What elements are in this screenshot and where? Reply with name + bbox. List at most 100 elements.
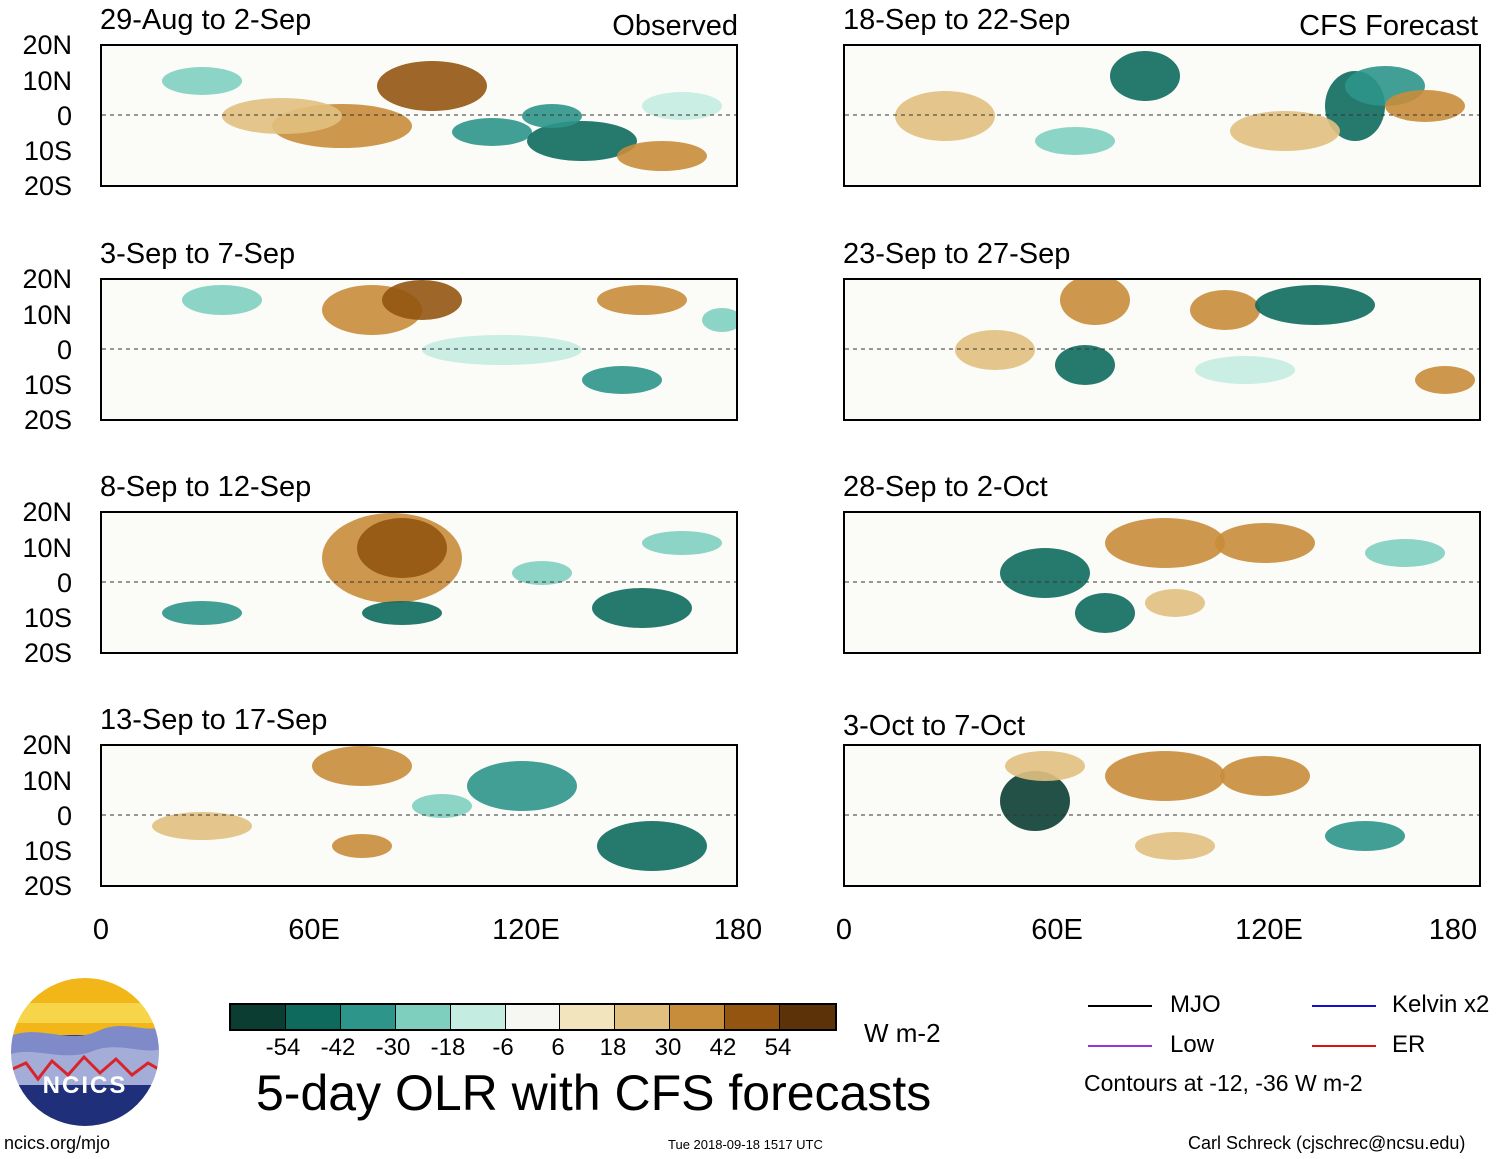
colorbar-label-2: -30 <box>375 1034 411 1061</box>
olr-anomaly-blob <box>1105 751 1225 801</box>
map-panel-fcst-3 <box>843 511 1481 654</box>
y-tick-obs4-20s: 20S <box>23 871 72 901</box>
x-tick-fcst-120e: 120E <box>1235 914 1303 946</box>
legend-label-kelvin: Kelvin x2 <box>1392 991 1490 1018</box>
colorbar-cell <box>670 1005 726 1029</box>
panel-title-fcst-2: 23-Sep to 27-Sep <box>843 238 1071 270</box>
colorbar-label-6: 18 <box>599 1034 627 1061</box>
main-title: 5-day OLR with CFS forecasts <box>256 1065 932 1121</box>
olr-anomaly-blob <box>357 518 447 578</box>
olr-anomaly-blob <box>617 141 707 171</box>
olr-anomaly-blob <box>597 821 707 871</box>
y-tick-obs1-10s: 10S <box>23 136 72 166</box>
olr-anomaly-blob <box>1035 127 1115 155</box>
olr-anomaly-blob <box>1325 821 1405 851</box>
y-tick-obs2-10n: 10N <box>22 300 72 330</box>
colorbar-cell <box>780 1005 835 1029</box>
y-tick-obs4-10s: 10S <box>23 836 72 866</box>
olr-field-fcst-2 <box>845 280 1479 394</box>
olr-anomaly-blob <box>1055 345 1115 385</box>
y-tick-obs4-20n: 20N <box>22 730 72 760</box>
legend-label-mjo: MJO <box>1170 991 1221 1018</box>
x-tick-fcst-60e: 60E <box>1031 914 1083 946</box>
map-panel-fcst-1 <box>843 44 1481 187</box>
map-panel-fcst-4 <box>843 744 1481 887</box>
olr-anomaly-blob <box>1075 593 1135 633</box>
colorbar-label-5: 6 <box>551 1034 565 1061</box>
olr-anomaly-blob <box>182 285 262 315</box>
olr-anomaly-blob <box>1215 523 1315 563</box>
y-tick-obs2-20n: 20N <box>22 264 72 294</box>
x-tick-fcst-180: 180 <box>1428 914 1478 946</box>
legend-label-low: Low <box>1170 1031 1215 1058</box>
olr-anomaly-blob <box>162 67 242 95</box>
olr-anomaly-blob <box>152 812 252 840</box>
olr-anomaly-blob <box>1255 285 1375 325</box>
olr-anomaly-blob <box>1365 539 1445 567</box>
olr-field-obs-2 <box>102 280 736 394</box>
y-tick-obs3-20n: 20N <box>22 497 72 527</box>
legend-label-er: ER <box>1392 1031 1426 1058</box>
olr-anomaly-blob <box>1105 518 1225 568</box>
olr-field-obs-1 <box>102 61 736 171</box>
colorbar-label-3: -18 <box>430 1034 466 1061</box>
olr-anomaly-blob <box>362 601 442 625</box>
map-panel-obs-2 <box>100 278 738 421</box>
y-tick-obs3-0: 0 <box>56 568 72 598</box>
olr-field-obs-3 <box>102 513 736 628</box>
olr-anomaly-blob <box>452 118 532 146</box>
colorbar-label-7: 30 <box>654 1034 682 1061</box>
olr-field-fcst-3 <box>845 518 1479 633</box>
colorbar <box>229 1003 837 1031</box>
panel-title-fcst-4: 3-Oct to 7-Oct <box>843 710 1026 742</box>
colorbar-label-9: 54 <box>764 1034 792 1061</box>
olr-field-fcst-4 <box>845 751 1479 860</box>
colorbar-cell <box>395 1005 451 1029</box>
x-tick-obs-0: 0 <box>92 914 110 946</box>
y-tick-obs1-10n: 10N <box>22 66 72 96</box>
cfs-forecast-label: CFS Forecast <box>1299 10 1478 42</box>
colorbar-label-0: -54 <box>265 1034 301 1061</box>
y-tick-obs3-10s: 10S <box>23 603 72 633</box>
y-tick-obs1-0: 0 <box>56 101 72 131</box>
olr-anomaly-blob <box>1190 290 1260 330</box>
legend-line-er <box>1312 1045 1376 1047</box>
colorbar-cell <box>450 1005 506 1029</box>
colorbar-cell <box>560 1005 616 1029</box>
x-tick-fcst-0: 0 <box>835 914 853 946</box>
olr-anomaly-blob <box>382 280 462 320</box>
map-panel-obs-4 <box>100 744 738 887</box>
olr-anomaly-blob <box>527 121 637 161</box>
colorbar-label-1: -42 <box>320 1034 356 1061</box>
colorbar-cell <box>285 1005 341 1029</box>
colorbar-label-8: 42 <box>709 1034 737 1061</box>
colorbar-cell <box>725 1005 781 1029</box>
legend-line-kelvin <box>1312 1005 1376 1007</box>
olr-anomaly-blob <box>1195 356 1295 384</box>
olr-anomaly-blob <box>592 588 692 628</box>
y-tick-obs2-20s: 20S <box>23 405 72 435</box>
olr-anomaly-blob <box>412 794 472 818</box>
panel-title-fcst-3: 28-Sep to 2-Oct <box>843 471 1048 503</box>
x-tick-obs-180: 180 <box>713 914 763 946</box>
olr-anomaly-blob <box>1005 751 1085 781</box>
colorbar-cell <box>340 1005 396 1029</box>
olr-field-obs-4 <box>102 746 736 871</box>
olr-anomaly-blob <box>222 98 342 134</box>
footer-url[interactable]: ncics.org/mjo <box>4 1133 111 1153</box>
olr-anomaly-blob <box>597 285 687 315</box>
olr-anomaly-blob <box>582 366 662 394</box>
olr-anomaly-blob <box>312 746 412 786</box>
panel-title-obs-2: 3-Sep to 7-Sep <box>100 238 296 270</box>
olr-anomaly-blob <box>702 308 736 332</box>
map-panel-obs-1 <box>100 44 738 187</box>
y-tick-obs2-0: 0 <box>56 335 72 365</box>
olr-anomaly-blob <box>422 335 582 365</box>
olr-anomaly-blob <box>522 104 582 128</box>
y-tick-obs1-20s: 20S <box>23 171 72 201</box>
olr-anomaly-blob <box>512 561 572 585</box>
legend-line-mjo <box>1088 1005 1152 1007</box>
panel-title-fcst-1: 18-Sep to 22-Sep <box>843 4 1071 36</box>
olr-field-fcst-1 <box>845 51 1479 155</box>
olr-anomaly-blob <box>467 761 577 811</box>
